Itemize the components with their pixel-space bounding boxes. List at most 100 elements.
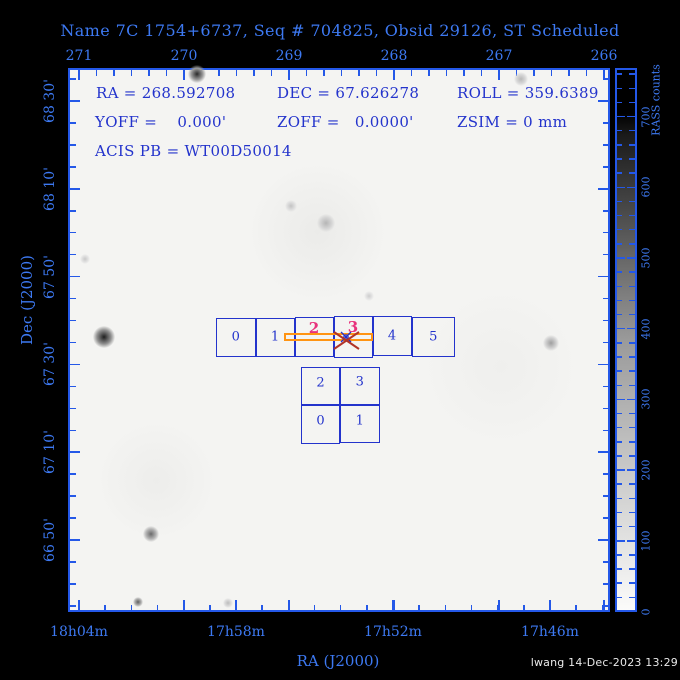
subarray-box[interactable] — [284, 332, 373, 341]
axis-tick — [70, 210, 76, 212]
axis-tick — [498, 600, 500, 610]
colorbar-tick — [629, 568, 635, 570]
colorbar-tick — [629, 441, 635, 443]
colorbar-tick — [616, 610, 625, 613]
colorbar-tick — [616, 398, 625, 401]
acis-i-chip-3[interactable] — [340, 366, 380, 405]
axis-tick — [601, 604, 604, 610]
axis-tick — [602, 144, 608, 146]
target-x-marker[interactable] — [333, 331, 360, 350]
sky-source — [285, 200, 297, 212]
axis-tick-label: 271 — [65, 48, 93, 64]
axis-tick — [70, 231, 76, 234]
axis-tick — [78, 600, 80, 610]
axis-tick-label: 17h58m — [207, 624, 265, 640]
axis-tick — [70, 78, 76, 80]
colorbar-tick — [629, 596, 635, 599]
axis-tick — [235, 70, 238, 76]
axis-tick — [183, 70, 185, 80]
colorbar-tick — [629, 525, 635, 528]
acis-s-chip-4[interactable] — [372, 316, 412, 356]
axis-tick — [182, 604, 185, 610]
axis-tick-label: 67 10' — [42, 430, 58, 475]
acis-s-chip-1[interactable] — [255, 317, 295, 357]
overlay-dec: DEC = 67.626278 — [277, 84, 420, 102]
colorbar-tick — [616, 200, 622, 203]
acis-s-chip-0[interactable] — [216, 317, 256, 357]
colorbar-tick — [616, 568, 622, 570]
colorbar-tick — [616, 101, 622, 104]
axis-tick — [70, 605, 76, 607]
colorbar-tick — [616, 129, 622, 132]
acis-s-chip-label: 0 — [231, 329, 240, 345]
colorbar-tick — [629, 412, 635, 415]
sky-source — [514, 72, 528, 86]
colorbar-tick — [629, 582, 635, 584]
axis-tick — [70, 319, 76, 322]
colorbar-tick — [629, 483, 635, 485]
axis-tick — [270, 70, 273, 76]
axis-tick — [598, 451, 608, 453]
axis-tick — [70, 122, 76, 124]
colorbar-tick-label: 300 — [639, 388, 652, 410]
axis-tick — [470, 604, 473, 610]
axis-tick — [253, 70, 255, 76]
axis-tick — [598, 100, 608, 102]
colorbar-tick — [616, 441, 622, 443]
axis-tick — [70, 583, 76, 585]
axis-tick — [261, 604, 263, 610]
colorbar-tick — [616, 540, 625, 542]
acis-i-chip-2[interactable] — [301, 367, 340, 405]
colorbar-tick — [616, 271, 622, 273]
colorbar-tick — [616, 455, 622, 457]
colorbar-tick-label: 600 — [639, 176, 652, 198]
colorbar-tick — [626, 186, 635, 189]
axis-tick — [523, 604, 525, 610]
overlay-zsim: ZSIM = 0 mm — [457, 113, 568, 131]
axis-tick — [70, 407, 76, 410]
sky-source — [543, 335, 559, 351]
axis-tick — [602, 319, 608, 322]
colorbar-tick-label: 700 — [639, 106, 652, 128]
axis-tick — [549, 600, 551, 610]
colorbar-tick — [616, 115, 625, 118]
axis-tick — [602, 561, 608, 563]
colorbar-tick — [616, 327, 625, 330]
colorbar-tick — [629, 497, 635, 500]
acis-s-chip-5[interactable] — [411, 316, 455, 357]
axis-tick — [598, 363, 608, 366]
axis-tick — [602, 210, 608, 212]
colorbar-tick — [629, 313, 635, 316]
acis-i-chip-0[interactable] — [301, 405, 340, 444]
colorbar-tick — [616, 87, 622, 90]
timestamp: lwang 14-Dec-2023 13:29 — [530, 656, 678, 669]
colorbar-tick — [616, 299, 622, 302]
sky-source — [364, 291, 374, 301]
acis-s-chip-label: 1 — [270, 329, 280, 345]
axis-tick — [550, 70, 553, 76]
axis-tick — [70, 275, 80, 278]
axis-tick — [305, 70, 308, 76]
sky-source — [80, 254, 90, 264]
acis-s-chip-2[interactable] — [294, 317, 334, 357]
axis-tick — [602, 122, 608, 124]
axis-tick — [70, 561, 76, 563]
colorbar-tick — [616, 554, 622, 556]
axis-tick-label: 266 — [590, 48, 618, 64]
acis-i-chip-1[interactable] — [340, 404, 380, 443]
colorbar-tick — [616, 257, 625, 259]
colorbar-tick — [629, 271, 635, 273]
colorbar-tick — [626, 469, 635, 471]
acis-i-chip-label: 0 — [316, 413, 325, 429]
colorbar-tick — [629, 342, 635, 344]
colorbar-tick — [626, 398, 635, 401]
axis-tick — [602, 78, 608, 80]
axis-tick — [602, 297, 608, 300]
colorbar-tick — [626, 610, 635, 613]
axis-tick — [366, 604, 368, 610]
overlay-ra: RA = 268.592708 — [96, 84, 236, 102]
acis-s-chip-label: 2 — [308, 319, 320, 337]
axis-tick — [602, 605, 608, 607]
axis-tick — [585, 70, 588, 76]
